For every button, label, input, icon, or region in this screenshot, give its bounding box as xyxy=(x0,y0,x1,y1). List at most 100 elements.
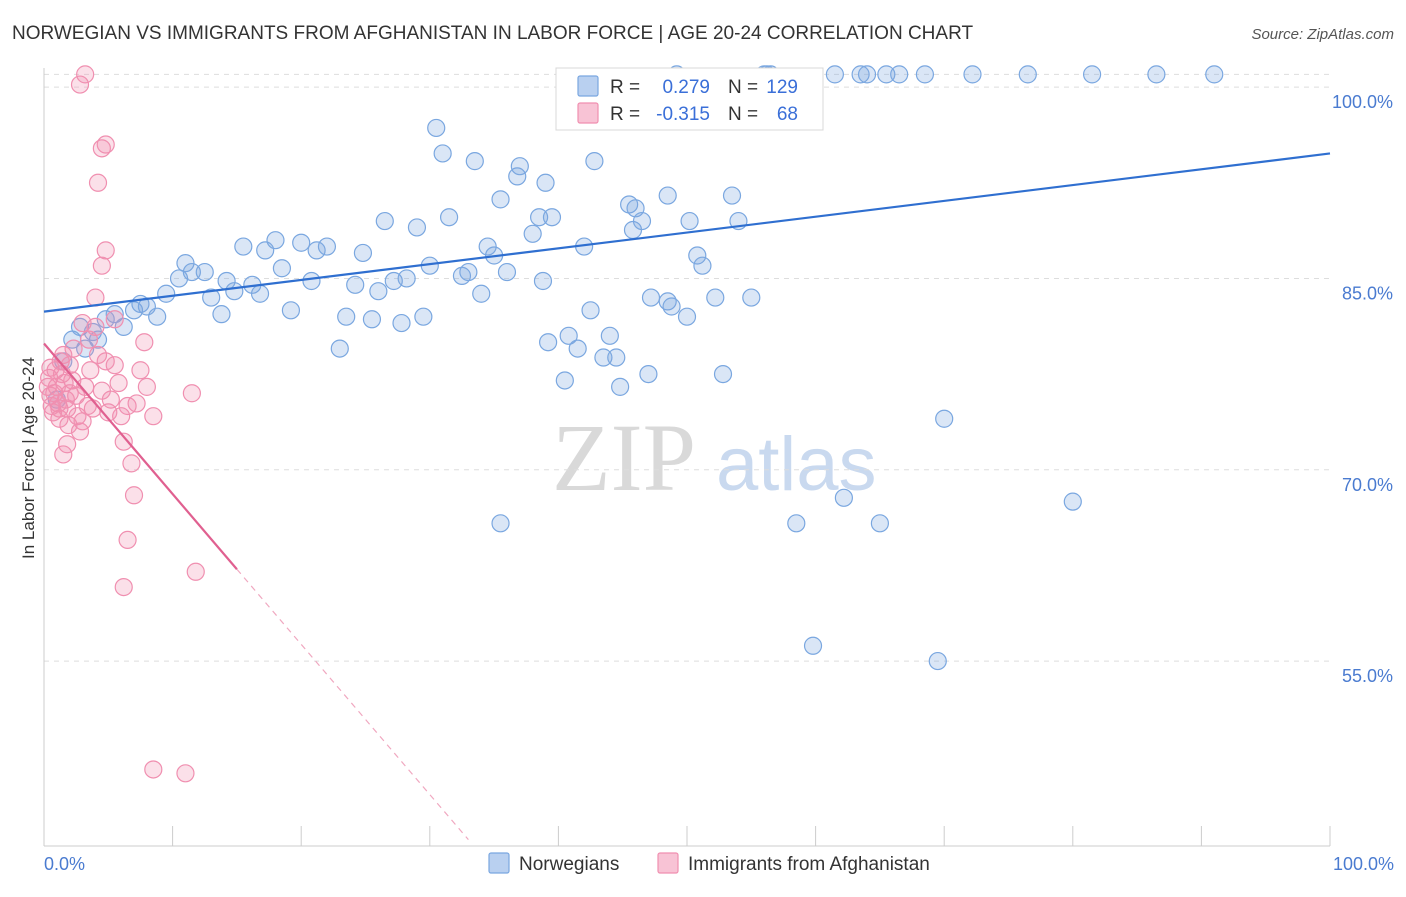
afghanistan-point xyxy=(144,407,163,426)
norwegians-point xyxy=(928,651,947,671)
norwegians-point xyxy=(825,65,844,84)
afghanistan-point xyxy=(176,764,195,783)
norwegians-point xyxy=(857,65,877,84)
norwegians-point xyxy=(677,307,697,326)
legend-n-value-pink: 68 xyxy=(777,104,798,125)
y-tick-labels: 55.0% 70.0% 85.0% 100.0% xyxy=(1332,92,1393,686)
afghanistan-point xyxy=(101,390,120,409)
norwegians-point xyxy=(317,237,337,256)
afghanistan-point xyxy=(118,530,137,550)
afghanistan-point xyxy=(70,75,90,94)
norwegians-point xyxy=(639,364,658,384)
afghanistan-point xyxy=(137,377,156,396)
afghanistan-point xyxy=(96,241,115,260)
norwegians-point xyxy=(212,305,231,324)
afghanistan-point xyxy=(122,454,141,473)
norwegians-point xyxy=(680,211,699,231)
norwegians-point xyxy=(851,65,870,84)
norwegians-point xyxy=(346,275,365,294)
legend-stats-box xyxy=(555,67,824,131)
legend-label-afghanistan: Immigrants from Afghanistan xyxy=(688,854,930,875)
norwegians-point xyxy=(539,333,558,352)
afghanistan-point xyxy=(81,361,100,380)
watermark-zip: ZIP xyxy=(552,404,696,511)
x-tick-marks xyxy=(172,826,1331,846)
norwegians-point xyxy=(742,288,761,307)
norwegians-point xyxy=(600,326,619,345)
y-tick-label: 55.0% xyxy=(1342,666,1393,686)
norwegians-point xyxy=(225,282,244,301)
afghanistan-point xyxy=(96,135,115,154)
norwegians-point xyxy=(392,313,411,333)
norwegians-point xyxy=(439,208,459,227)
norwegians-point xyxy=(491,514,510,533)
norwegians-point xyxy=(427,118,446,138)
legend-r-label-pink: R = xyxy=(610,104,640,125)
norwegians-point xyxy=(1082,65,1102,84)
norwegians-point xyxy=(472,284,491,303)
afghanistan-point xyxy=(112,407,131,426)
norwegians-point xyxy=(234,237,253,256)
norwegians-point xyxy=(302,271,321,291)
afghanistan-point xyxy=(114,577,133,597)
afghanistan-point xyxy=(50,409,69,428)
afghanistan-point xyxy=(182,384,201,403)
norwegians-point xyxy=(459,262,478,282)
trend-lines xyxy=(43,152,1331,841)
norwegians-point xyxy=(148,307,167,326)
series-norwegians-points xyxy=(47,65,1224,671)
legend-r-value-pink: -0.315 xyxy=(656,104,710,125)
norwegians-point xyxy=(195,262,214,282)
norwegians-point xyxy=(478,237,497,256)
afghanistan-point xyxy=(64,339,83,358)
afghanistan-point xyxy=(73,412,92,431)
norwegians-point xyxy=(555,371,574,390)
afghanistan-point xyxy=(88,173,108,192)
norwegians-point xyxy=(176,254,195,273)
norwegians-point xyxy=(272,259,292,278)
afghanistan-point xyxy=(105,356,124,375)
legend-stats: R = 0.279 N = 129 R = -0.315 N = 68 xyxy=(555,67,824,131)
norwegians-point xyxy=(632,211,652,231)
norwegians-point xyxy=(536,173,555,192)
norwegians-point xyxy=(414,307,433,326)
afghanistan-point xyxy=(186,562,205,581)
norwegians-point xyxy=(581,301,600,320)
norwegians-point xyxy=(706,288,725,307)
norwegians-point xyxy=(662,297,681,316)
norwegians-point xyxy=(433,144,452,163)
grid-layer xyxy=(44,73,1330,662)
afghanistan-point xyxy=(41,358,60,377)
legend-r-value-blue: 0.279 xyxy=(662,77,710,98)
legend-stats-swatch-blue xyxy=(577,75,599,97)
norwegians-point xyxy=(397,269,416,288)
afghanistan-point xyxy=(76,65,95,84)
norwegians-point xyxy=(1205,65,1224,84)
series-afghanistan-points xyxy=(38,65,205,783)
norwegians-point xyxy=(611,377,630,396)
norwegians-point xyxy=(105,305,124,324)
legend-n-label-pink: N = xyxy=(728,104,758,125)
legend-swatch-norwegians xyxy=(488,852,510,874)
norwegians-point xyxy=(491,190,510,209)
norwegians-point xyxy=(533,271,553,291)
norwegians-point xyxy=(337,307,356,326)
legend-label-norwegians: Norwegians xyxy=(519,854,619,875)
norwegians-point xyxy=(890,65,909,84)
norwegians-point xyxy=(963,65,982,84)
norwegians-point xyxy=(369,282,388,301)
norwegians-point xyxy=(1063,492,1082,511)
norwegians-point xyxy=(1147,65,1166,84)
norwegians-point xyxy=(266,231,285,250)
norwegians-point xyxy=(157,284,176,303)
norwegians-point xyxy=(510,157,529,176)
afghanistan-point xyxy=(79,330,99,349)
x-tick-label-max: 100.0% xyxy=(1333,854,1394,874)
norwegians-point xyxy=(542,208,562,227)
norwegians-point xyxy=(559,326,578,345)
legend-n-label-blue: N = xyxy=(728,77,758,98)
afghanistan-point xyxy=(92,256,111,275)
norwegians-point xyxy=(658,186,677,205)
afghanistan-point xyxy=(114,432,133,451)
afghanistan-point xyxy=(96,352,115,371)
